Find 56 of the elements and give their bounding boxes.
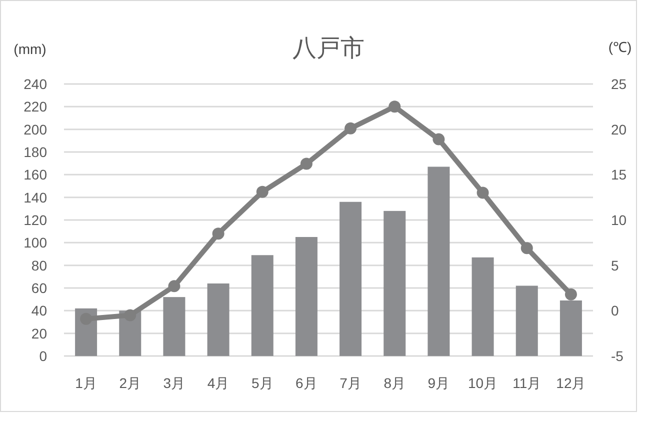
chart-title: 八戸市 bbox=[292, 35, 364, 62]
y-tick-label: 0 bbox=[39, 348, 48, 364]
bar bbox=[560, 300, 582, 356]
bar bbox=[472, 257, 494, 356]
y-tick-label: 240 bbox=[24, 76, 48, 92]
x-tick-label: 1月 bbox=[75, 375, 97, 391]
y-axis-title: (mm) bbox=[14, 41, 46, 57]
y-tick-label: 180 bbox=[24, 144, 48, 160]
x-tick-label: 6月 bbox=[296, 375, 318, 391]
y-tick-label: 100 bbox=[24, 234, 48, 251]
x-tick-label: 5月 bbox=[251, 375, 274, 391]
y2-tick-label: 0 bbox=[611, 302, 619, 319]
point bbox=[124, 309, 136, 322]
y2-tick-label: 25 bbox=[611, 76, 627, 92]
x-tick-label: 11月 bbox=[512, 375, 542, 391]
point bbox=[168, 280, 180, 292]
bar bbox=[163, 297, 186, 356]
point bbox=[300, 158, 312, 170]
x-tick-label: 4月 bbox=[207, 375, 230, 391]
x-tick-label: 12月 bbox=[556, 375, 586, 391]
point bbox=[432, 133, 445, 146]
bar bbox=[516, 286, 538, 356]
y-tick-label: 40 bbox=[31, 302, 48, 319]
point bbox=[520, 242, 533, 254]
y2-tick-label: -5 bbox=[611, 348, 624, 364]
y-tick-label: 160 bbox=[24, 166, 48, 183]
point bbox=[476, 186, 489, 199]
y-tick-label: 120 bbox=[24, 212, 48, 228]
point bbox=[344, 122, 357, 134]
x-tick-label: 9月 bbox=[428, 375, 450, 391]
bar bbox=[384, 210, 406, 356]
y-tick-label: 80 bbox=[31, 257, 48, 274]
y-tick-label: 60 bbox=[31, 280, 48, 296]
y-tick-label: 220 bbox=[24, 98, 48, 115]
y2-tick-label: 10 bbox=[611, 212, 627, 228]
x-tick-label: 3月 bbox=[163, 375, 186, 391]
y2-axis-title: (℃) bbox=[608, 39, 632, 55]
y2-tick-label: 20 bbox=[611, 121, 627, 138]
y-tick-label: 20 bbox=[31, 325, 48, 342]
x-tick-label: 7月 bbox=[340, 375, 362, 391]
bar bbox=[340, 202, 362, 356]
bar bbox=[428, 166, 450, 356]
y-tick-label: 140 bbox=[24, 189, 48, 206]
point bbox=[564, 288, 577, 300]
y2-tick-label: 5 bbox=[611, 257, 619, 274]
x-tick-label: 8月 bbox=[384, 375, 406, 391]
bar bbox=[251, 255, 274, 356]
point bbox=[212, 228, 224, 240]
bar bbox=[295, 237, 318, 356]
point bbox=[256, 186, 268, 198]
x-tick-label: 2月 bbox=[119, 375, 142, 391]
y2-tick-label: 15 bbox=[611, 166, 627, 183]
y-tick-label: 200 bbox=[24, 121, 48, 138]
bar bbox=[207, 283, 230, 356]
point bbox=[388, 100, 401, 113]
x-tick-label: 10月 bbox=[468, 375, 498, 391]
